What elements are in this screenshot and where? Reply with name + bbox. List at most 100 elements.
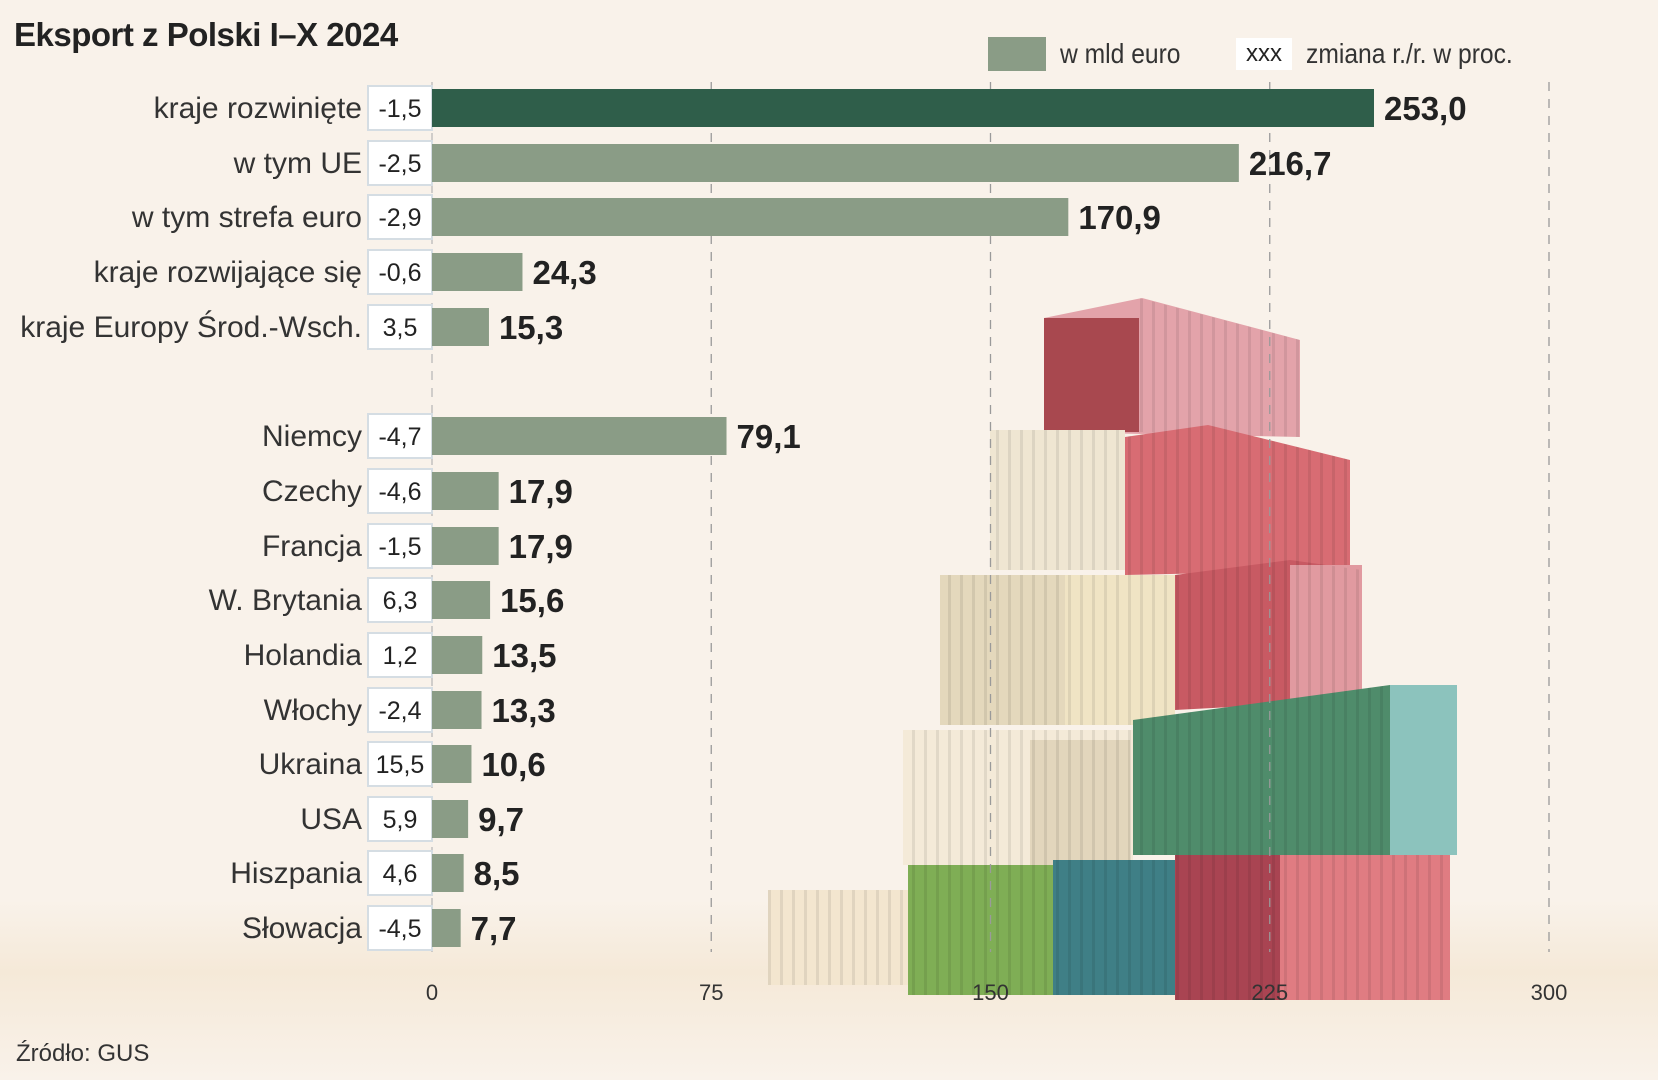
value-label: 17,9 — [509, 528, 573, 565]
change-box — [367, 468, 433, 514]
value-label: 13,3 — [492, 692, 556, 729]
change-box — [367, 905, 433, 951]
change-label: -1,5 — [378, 533, 421, 561]
x-tick-label: 0 — [426, 980, 438, 1005]
value-label: 24,3 — [532, 254, 596, 291]
category-label: Niemcy — [262, 420, 362, 453]
bar — [432, 253, 523, 291]
bar — [432, 909, 461, 947]
change-label: -2,4 — [378, 697, 421, 725]
change-box — [367, 577, 433, 623]
x-tick-label: 150 — [972, 980, 1009, 1005]
legend-bar-label: w mld euro — [1060, 38, 1181, 69]
category-label: w tym strefa euro — [131, 201, 362, 234]
bar-row: Hiszpania 4,6 8,5 — [230, 850, 520, 896]
bar — [432, 417, 727, 455]
category-label: Holandia — [244, 639, 363, 672]
value-label: 7,7 — [471, 910, 517, 947]
x-tick-label: 75 — [699, 980, 723, 1005]
change-label: 6,3 — [383, 587, 418, 615]
category-label: Włochy — [264, 694, 362, 727]
category-label: Hiszpania — [230, 857, 362, 890]
legend-change: xxx zmiana r./r. w proc. — [1236, 36, 1541, 72]
bar — [432, 745, 472, 783]
bar-row: w tym UE -2,5 216,7 — [233, 140, 1332, 186]
value-label: 8,5 — [474, 855, 520, 892]
bar-rows: kraje rozwinięte -1,5 253,0 w tym UE -2,5 216… — [20, 85, 1467, 951]
change-box — [367, 850, 433, 896]
legend-box-label: zmiana r./r. w proc. — [1306, 38, 1513, 69]
change-label: -4,6 — [378, 478, 421, 506]
chart-title: Eksport z Polski I–X 2024 — [14, 16, 398, 53]
bar — [432, 854, 464, 892]
bar-row: kraje rozwinięte -1,5 253,0 — [154, 85, 1467, 131]
x-tick-label: 300 — [1531, 980, 1568, 1005]
change-label: -4,5 — [378, 915, 421, 943]
bar-row: Słowacja -4,5 7,7 — [242, 905, 517, 951]
bar — [432, 144, 1239, 182]
category-label: kraje rozwijające się — [94, 256, 362, 289]
bar — [432, 636, 483, 674]
change-label: -0,6 — [378, 259, 421, 287]
change-label: 1,2 — [383, 642, 418, 670]
legend-swatch — [988, 37, 1046, 71]
category-label: kraje Europy Środ.-Wsch. — [20, 310, 362, 344]
bar — [432, 581, 491, 619]
bar — [432, 89, 1375, 127]
bar-row: Holandia 1,2 13,5 — [244, 632, 556, 678]
bar-row: Czechy -4,6 17,9 — [262, 468, 573, 514]
category-label: Słowacja — [242, 912, 362, 945]
x-tick-label: 225 — [1251, 980, 1288, 1005]
bar — [432, 527, 499, 565]
change-label: -4,7 — [378, 423, 421, 451]
bar-row: Włochy -2,4 13,3 — [264, 687, 556, 733]
bar-row: kraje Europy Środ.-Wsch. 3,5 15,3 — [20, 304, 563, 350]
change-label: 5,9 — [383, 806, 418, 834]
legend-box-sample: xxx — [1236, 38, 1292, 70]
bar-row: w tym strefa euro -2,9 170,9 — [131, 194, 1161, 240]
change-label: 15,5 — [376, 751, 425, 779]
value-label: 15,6 — [500, 582, 564, 619]
value-label: 10,6 — [481, 746, 545, 783]
bar-row: kraje rozwijające się -0,6 24,3 — [94, 249, 597, 295]
change-label: 3,5 — [383, 314, 418, 342]
value-label: 170,9 — [1078, 199, 1161, 236]
category-label: Francja — [262, 530, 362, 563]
change-label: -1,5 — [378, 95, 421, 123]
value-label: 17,9 — [509, 473, 573, 510]
bar — [432, 308, 489, 346]
change-box — [367, 304, 433, 350]
legend-bar: w mld euro — [988, 36, 1197, 72]
category-label: w tym UE — [233, 147, 362, 180]
bar — [432, 198, 1069, 236]
change-box — [367, 523, 433, 569]
bar-row: Niemcy -4,7 79,1 — [262, 413, 801, 459]
value-label: 13,5 — [492, 637, 556, 674]
value-label: 79,1 — [737, 418, 801, 455]
category-label: Czechy — [262, 475, 362, 508]
value-label: 216,7 — [1249, 145, 1332, 182]
change-label: -2,9 — [378, 204, 421, 232]
change-label: -2,5 — [378, 150, 421, 178]
bar — [432, 800, 469, 838]
category-label: Ukraina — [259, 748, 363, 781]
change-box — [367, 194, 433, 240]
change-label: 4,6 — [383, 860, 418, 888]
bar-row: W. Brytania 6,3 15,6 — [209, 577, 564, 623]
value-label: 9,7 — [478, 801, 524, 838]
source-note: Źródło: GUS — [16, 1040, 150, 1067]
category-label: kraje rozwinięte — [154, 92, 362, 125]
change-box — [367, 85, 433, 131]
change-box — [367, 796, 433, 842]
value-label: 253,0 — [1384, 90, 1467, 127]
category-label: USA — [300, 803, 362, 836]
change-box — [367, 140, 433, 186]
change-box — [367, 687, 433, 733]
bar-row: USA 5,9 9,7 — [300, 796, 524, 842]
bar — [432, 472, 499, 510]
bar-row: Francja -1,5 17,9 — [262, 523, 573, 569]
value-label: 15,3 — [499, 309, 563, 346]
category-label: W. Brytania — [209, 584, 363, 617]
bar — [432, 691, 482, 729]
